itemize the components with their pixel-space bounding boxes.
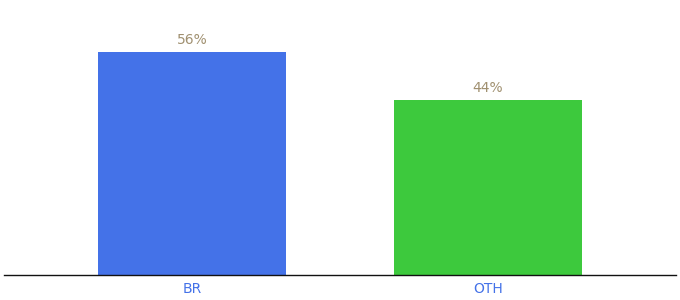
Text: 44%: 44%	[473, 81, 503, 95]
Bar	[394, 100, 582, 275]
Bar	[98, 52, 286, 275]
Text: 56%: 56%	[177, 33, 207, 47]
